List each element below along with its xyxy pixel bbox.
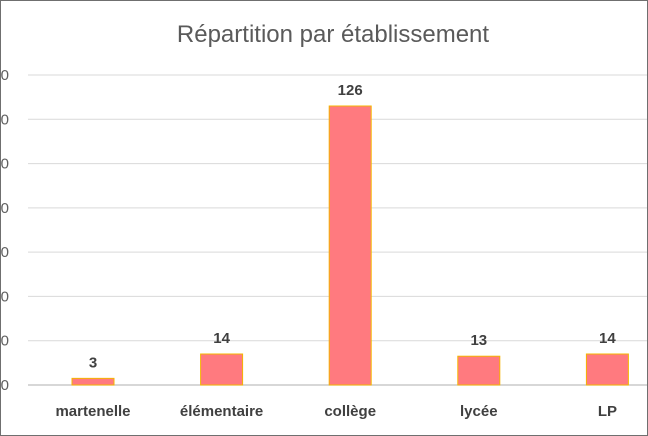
y-tick-label: 60	[1, 244, 9, 261]
x-category-label: élémentaire	[180, 403, 263, 420]
bar	[328, 105, 372, 386]
y-tick-label: 20	[1, 333, 9, 350]
bar	[71, 377, 115, 386]
x-category-label: LP	[598, 403, 617, 420]
data-labels: 3 14 126 13 14	[89, 82, 617, 371]
y-tick-label: 40	[1, 288, 9, 305]
bars	[71, 105, 629, 386]
y-axis: 0 20 40 60 80 100 120 140	[1, 67, 9, 394]
x-category-label: lycée	[460, 403, 498, 420]
bar-data-label: 3	[89, 354, 97, 371]
x-axis: martenelle élémentaire collège lycée LP	[55, 403, 617, 420]
y-tick-label: 100	[1, 156, 9, 173]
bar-data-label: 14	[213, 330, 230, 347]
x-category-label: martenelle	[55, 403, 130, 420]
bar-data-label: 126	[338, 82, 363, 99]
y-tick-label: 80	[1, 200, 9, 217]
x-category-label: collège	[324, 403, 376, 420]
y-tick-label: 0	[1, 377, 9, 394]
y-tick-label: 140	[1, 67, 9, 84]
chart-title: Répartition par établissement	[177, 21, 489, 48]
bar-data-label: 13	[470, 332, 487, 349]
bar	[457, 355, 501, 386]
bar-data-label: 14	[599, 330, 616, 347]
bar	[200, 353, 244, 386]
bar	[585, 353, 629, 386]
y-tick-label: 120	[1, 111, 9, 128]
